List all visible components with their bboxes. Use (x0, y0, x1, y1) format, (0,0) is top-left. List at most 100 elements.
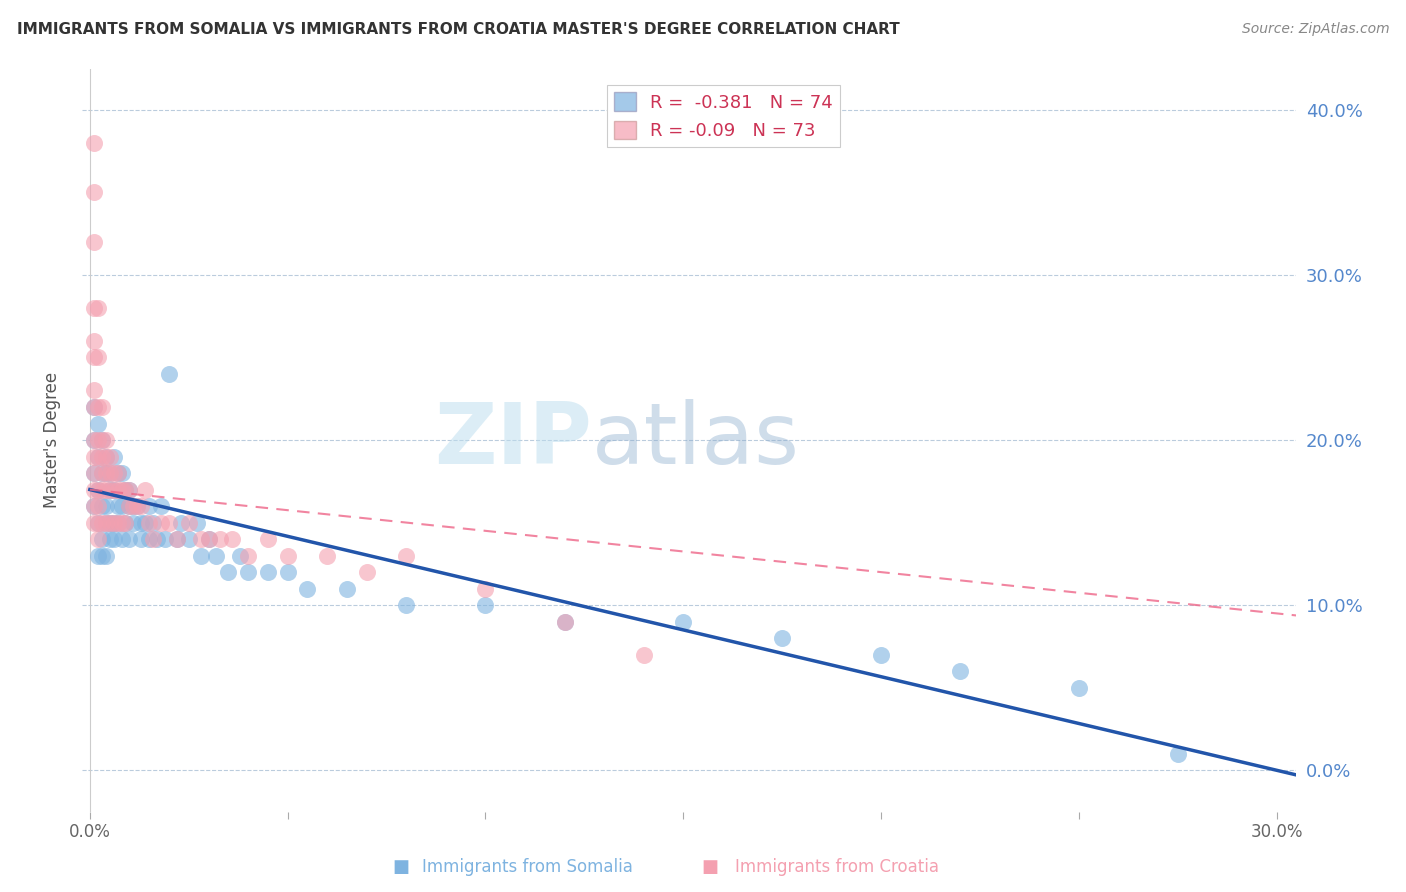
Point (110, 532, 132, 546)
Point (83, 499, 105, 513)
Point (150, 499, 173, 513)
Text: IMMIGRANTS FROM SOMALIA VS IMMIGRANTS FROM CROATIA MASTER'S DEGREE CORRELATION C: IMMIGRANTS FROM SOMALIA VS IMMIGRANTS FR… (17, 22, 900, 37)
Point (94, 516, 117, 530)
Text: Immigrants from Somalia: Immigrants from Somalia (422, 858, 633, 876)
Point (94, 516, 117, 530)
Point (94, 450, 117, 464)
Point (554, 615, 576, 629)
Point (122, 516, 145, 530)
Point (236, 565, 259, 579)
Point (83, 400, 105, 414)
Point (554, 615, 576, 629)
Point (83, 516, 105, 530)
Point (142, 516, 165, 530)
Point (949, 664, 972, 678)
Point (90, 433, 112, 447)
Point (157, 367, 180, 381)
Point (209, 532, 232, 546)
Text: Source: ZipAtlas.com: Source: ZipAtlas.com (1241, 22, 1389, 37)
Point (83, 301, 105, 315)
Point (356, 565, 378, 579)
Point (118, 499, 141, 513)
Point (103, 466, 125, 480)
Point (98, 450, 121, 464)
Point (98, 516, 121, 530)
Point (90, 466, 112, 480)
Point (103, 450, 125, 464)
Point (83, 433, 105, 447)
Point (157, 516, 180, 530)
Point (83, 235, 105, 249)
Point (94, 549, 117, 563)
Point (474, 598, 496, 612)
Point (197, 532, 219, 546)
Point (190, 532, 212, 546)
Point (190, 549, 212, 563)
Point (87, 532, 110, 546)
Text: ZIP: ZIP (434, 399, 592, 482)
Point (134, 516, 156, 530)
Point (110, 483, 132, 497)
Point (186, 516, 208, 530)
Point (129, 499, 152, 513)
Point (197, 532, 219, 546)
Point (98, 466, 121, 480)
Text: ■: ■ (392, 858, 409, 876)
Point (150, 516, 173, 530)
Point (87, 351, 110, 365)
Point (177, 516, 200, 530)
Point (129, 532, 152, 546)
Point (87, 516, 110, 530)
Point (103, 483, 125, 497)
Point (205, 549, 228, 563)
Text: ■: ■ (702, 858, 718, 876)
Point (83, 186, 105, 200)
Point (297, 582, 319, 596)
Point (94, 466, 117, 480)
Point (90, 400, 112, 414)
Point (118, 483, 141, 497)
Y-axis label: Master's Degree: Master's Degree (44, 372, 60, 508)
Point (138, 499, 160, 513)
Point (83, 384, 105, 398)
Point (87, 450, 110, 464)
Point (110, 466, 132, 480)
Point (90, 433, 112, 447)
Point (114, 483, 136, 497)
Point (217, 565, 239, 579)
Point (87, 433, 110, 447)
Point (94, 466, 117, 480)
Point (142, 532, 165, 546)
Point (107, 516, 129, 530)
Point (98, 483, 121, 497)
Point (395, 549, 418, 563)
Text: atlas: atlas (592, 399, 800, 482)
Point (127, 499, 149, 513)
Point (138, 516, 160, 530)
Point (83, 466, 105, 480)
Point (127, 499, 149, 513)
Point (103, 483, 125, 497)
Point (87, 549, 110, 563)
Point (83, 334, 105, 348)
Point (98, 466, 121, 480)
Point (114, 516, 136, 530)
Point (83, 450, 105, 464)
Point (83, 433, 105, 447)
Point (90, 483, 112, 497)
Point (98, 483, 121, 497)
Point (98, 516, 121, 530)
Point (103, 516, 125, 530)
Point (122, 499, 145, 513)
Point (87, 516, 110, 530)
Point (336, 582, 359, 596)
Point (166, 532, 188, 546)
Point (146, 532, 169, 546)
Text: Immigrants from Croatia: Immigrants from Croatia (734, 858, 939, 876)
Point (474, 582, 496, 596)
Point (107, 466, 129, 480)
Point (316, 549, 339, 563)
Point (277, 565, 299, 579)
Point (103, 516, 125, 530)
Legend: R =  -0.381   N = 74, R = -0.09   N = 73: R = -0.381 N = 74, R = -0.09 N = 73 (607, 85, 841, 147)
